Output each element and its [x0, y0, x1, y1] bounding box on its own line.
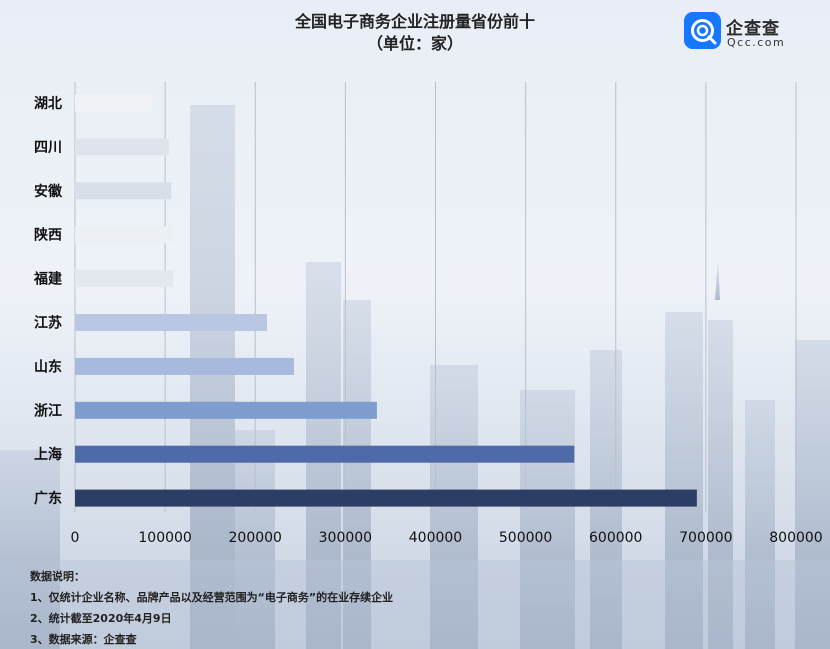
chart-title: 全国电子商务企业注册量省份前十 — [294, 12, 535, 31]
x-tick-label: 700000 — [679, 530, 732, 546]
bar — [75, 270, 174, 288]
x-tick-label: 600000 — [589, 530, 642, 546]
chart-unit-subtitle: （单位：家） — [366, 34, 463, 53]
x-tick-label: 300000 — [319, 530, 372, 546]
logo-brand-name: 企查查 — [726, 19, 780, 39]
bar — [75, 357, 295, 375]
note-item-2: 2、统计截至2020年4月9日 — [30, 612, 172, 625]
x-tick-label: 100000 — [138, 530, 191, 546]
bar — [75, 226, 174, 244]
x-tick-label: 400000 — [409, 530, 462, 546]
bar — [75, 445, 575, 463]
qcc-logo-icon — [684, 12, 721, 49]
bar — [75, 138, 169, 156]
x-tick-label: 500000 — [499, 530, 552, 546]
category-label: 广东 — [34, 490, 62, 507]
bar — [75, 401, 377, 419]
bar — [75, 314, 267, 331]
bar — [75, 94, 152, 112]
category-label: 上海 — [34, 446, 62, 463]
data-notes: 数据说明： 1、仅统计企业名称、品牌产品以及经营范围为“电子商务”的在业存续企业… — [30, 566, 393, 649]
category-label: 陕西 — [34, 227, 62, 244]
category-label: 山东 — [34, 358, 62, 375]
note-item-1: 1、仅统计企业名称、品牌产品以及经营范围为“电子商务”的在业存续企业 — [30, 591, 394, 604]
note-item-3: 3、数据来源：企查查 — [30, 633, 137, 646]
x-tick-label: 0 — [71, 530, 80, 546]
x-tick-label: 800000 — [769, 530, 822, 546]
category-label: 四川 — [34, 140, 62, 156]
qcc-logo: 企查查 Qcc.com — [684, 12, 804, 52]
category-label: 湖北 — [34, 96, 62, 112]
bar — [75, 182, 172, 200]
logo-website: Qcc.com — [727, 36, 786, 49]
x-tick-label: 200000 — [229, 530, 282, 546]
category-label: 安徽 — [34, 183, 63, 200]
notes-heading: 数据说明： — [30, 570, 85, 583]
category-label: 江苏 — [34, 315, 62, 332]
category-label: 浙江 — [34, 402, 62, 419]
category-label: 福建 — [33, 271, 62, 288]
bar — [75, 489, 697, 507]
